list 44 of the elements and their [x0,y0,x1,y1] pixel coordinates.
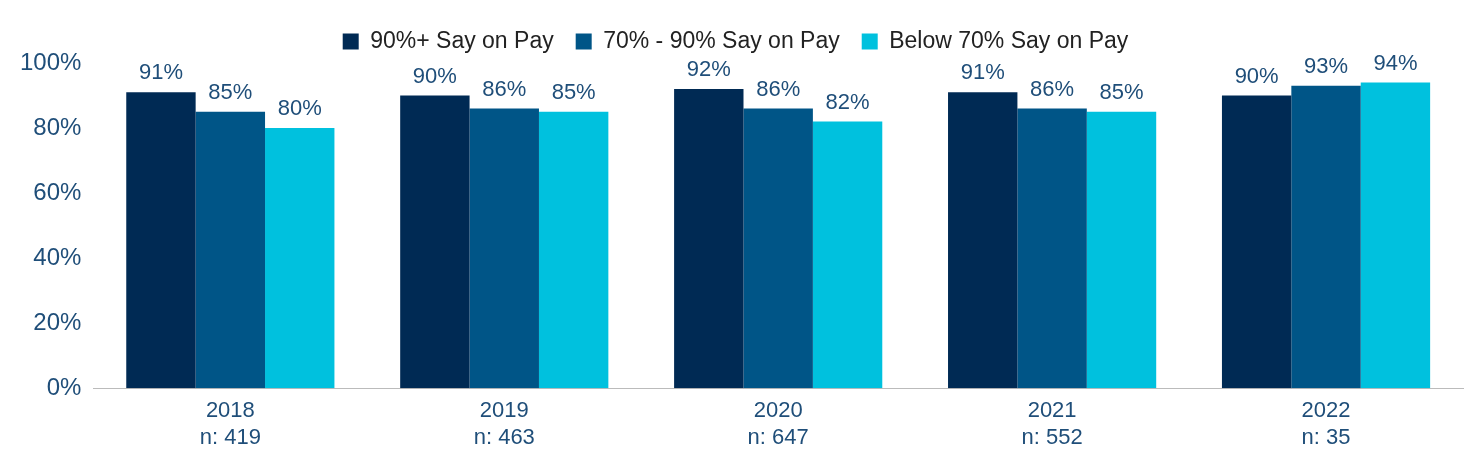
bar [948,92,1018,389]
data-label: 94% [1373,49,1418,75]
bar [1017,108,1087,389]
bar [195,111,266,389]
data-label: 91% [960,59,1005,85]
data-label: 86% [756,75,801,101]
data-label: 86% [1030,75,1075,101]
bar [400,95,470,389]
data-label: 82% [825,88,870,114]
data-label: 85% [551,78,596,104]
data-label: 80% [277,95,322,121]
legend-label: 70% - 90% Say on Pay [603,26,841,53]
data-label: 91% [138,59,183,85]
y-tick-label: 40% [33,242,82,270]
data-label: 90% [1234,62,1279,88]
bar [743,108,813,389]
bar [265,128,335,389]
y-tick-label: 60% [33,177,82,205]
y-tick-label: 100% [19,47,82,75]
data-label: 90% [412,62,457,88]
bar [1291,85,1361,389]
bar [469,108,539,389]
y-tick-label: 20% [33,307,82,335]
data-label: 92% [686,56,731,82]
bar [812,121,883,389]
legend-label: Below 70% Say on Pay [889,26,1129,53]
bar [1086,111,1157,389]
legend-label: 90%+ Say on Pay [370,26,555,53]
bar [674,89,744,389]
bar [1360,82,1431,389]
data-label: 86% [482,75,527,101]
x-tick-label: 2019 n: 463 [473,397,535,449]
x-tick-label: 2022 n: 35 [1301,397,1351,449]
y-tick-label: 80% [33,112,82,140]
bar [538,111,609,389]
x-tick-label: 2018 n: 419 [199,397,261,449]
y-tick-label: 0% [46,372,82,400]
data-label: 85% [208,78,253,104]
x-tick-label: 2021 n: 552 [1021,397,1083,449]
x-tick-label: 2020 n: 647 [747,397,809,449]
bar [1221,95,1292,389]
data-label: 93% [1304,52,1349,78]
bar [126,92,196,389]
data-label: 85% [1099,78,1144,104]
